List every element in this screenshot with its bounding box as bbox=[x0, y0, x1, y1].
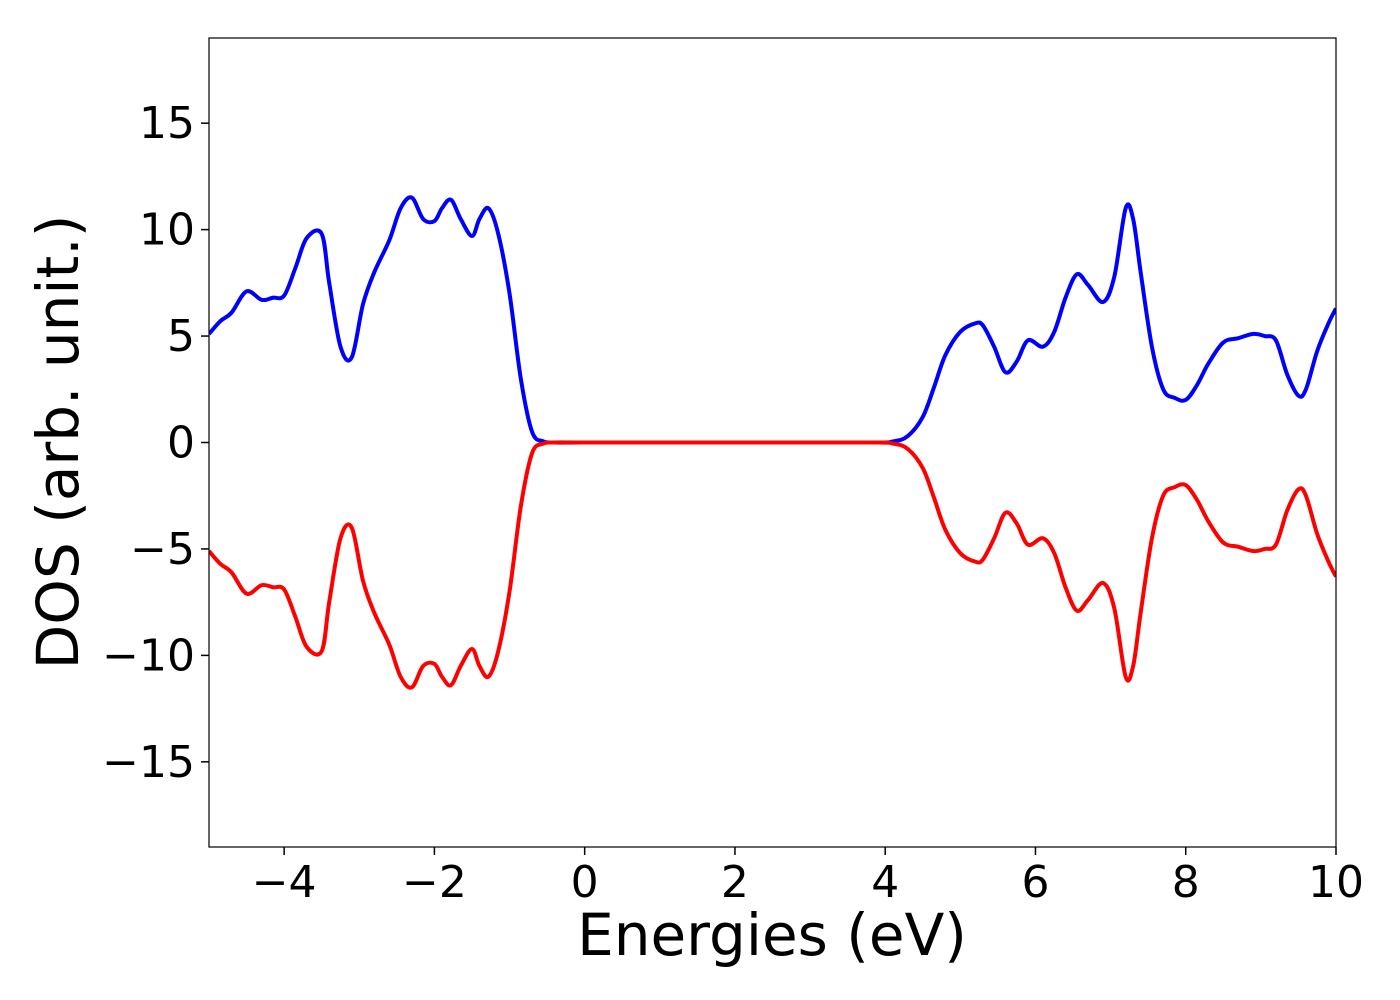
x-tick-label: 4 bbox=[871, 857, 899, 908]
y-tick-label: 10 bbox=[139, 205, 195, 256]
x-axis-label: Energies (eV) bbox=[577, 901, 967, 969]
y-tick-label: 5 bbox=[167, 311, 195, 362]
y-axis: −15 −10 −5 0 5 10 15 bbox=[102, 98, 209, 788]
x-tick-label: −2 bbox=[402, 857, 467, 908]
x-tick-label: 0 bbox=[571, 857, 599, 908]
y-tick-label: 0 bbox=[167, 418, 195, 469]
x-tick-label: 10 bbox=[1308, 857, 1364, 908]
y-tick-label: −5 bbox=[130, 524, 195, 575]
y-tick-label: −10 bbox=[102, 630, 195, 681]
y-axis-label: DOS (arb. unit.) bbox=[24, 215, 92, 670]
series-layer bbox=[209, 195, 1336, 690]
dos-curve-negative bbox=[209, 440, 1336, 690]
x-tick-label: 6 bbox=[1021, 857, 1049, 908]
x-tick-label: −4 bbox=[252, 857, 317, 908]
x-tick-label: 8 bbox=[1172, 857, 1200, 908]
y-tick-label: 15 bbox=[139, 98, 195, 149]
y-tick-label: −15 bbox=[102, 737, 195, 788]
dos-curve-positive bbox=[209, 195, 1336, 445]
x-axis: −4 −2 0 2 4 6 8 10 bbox=[252, 847, 1364, 908]
x-tick-label: 2 bbox=[721, 857, 749, 908]
